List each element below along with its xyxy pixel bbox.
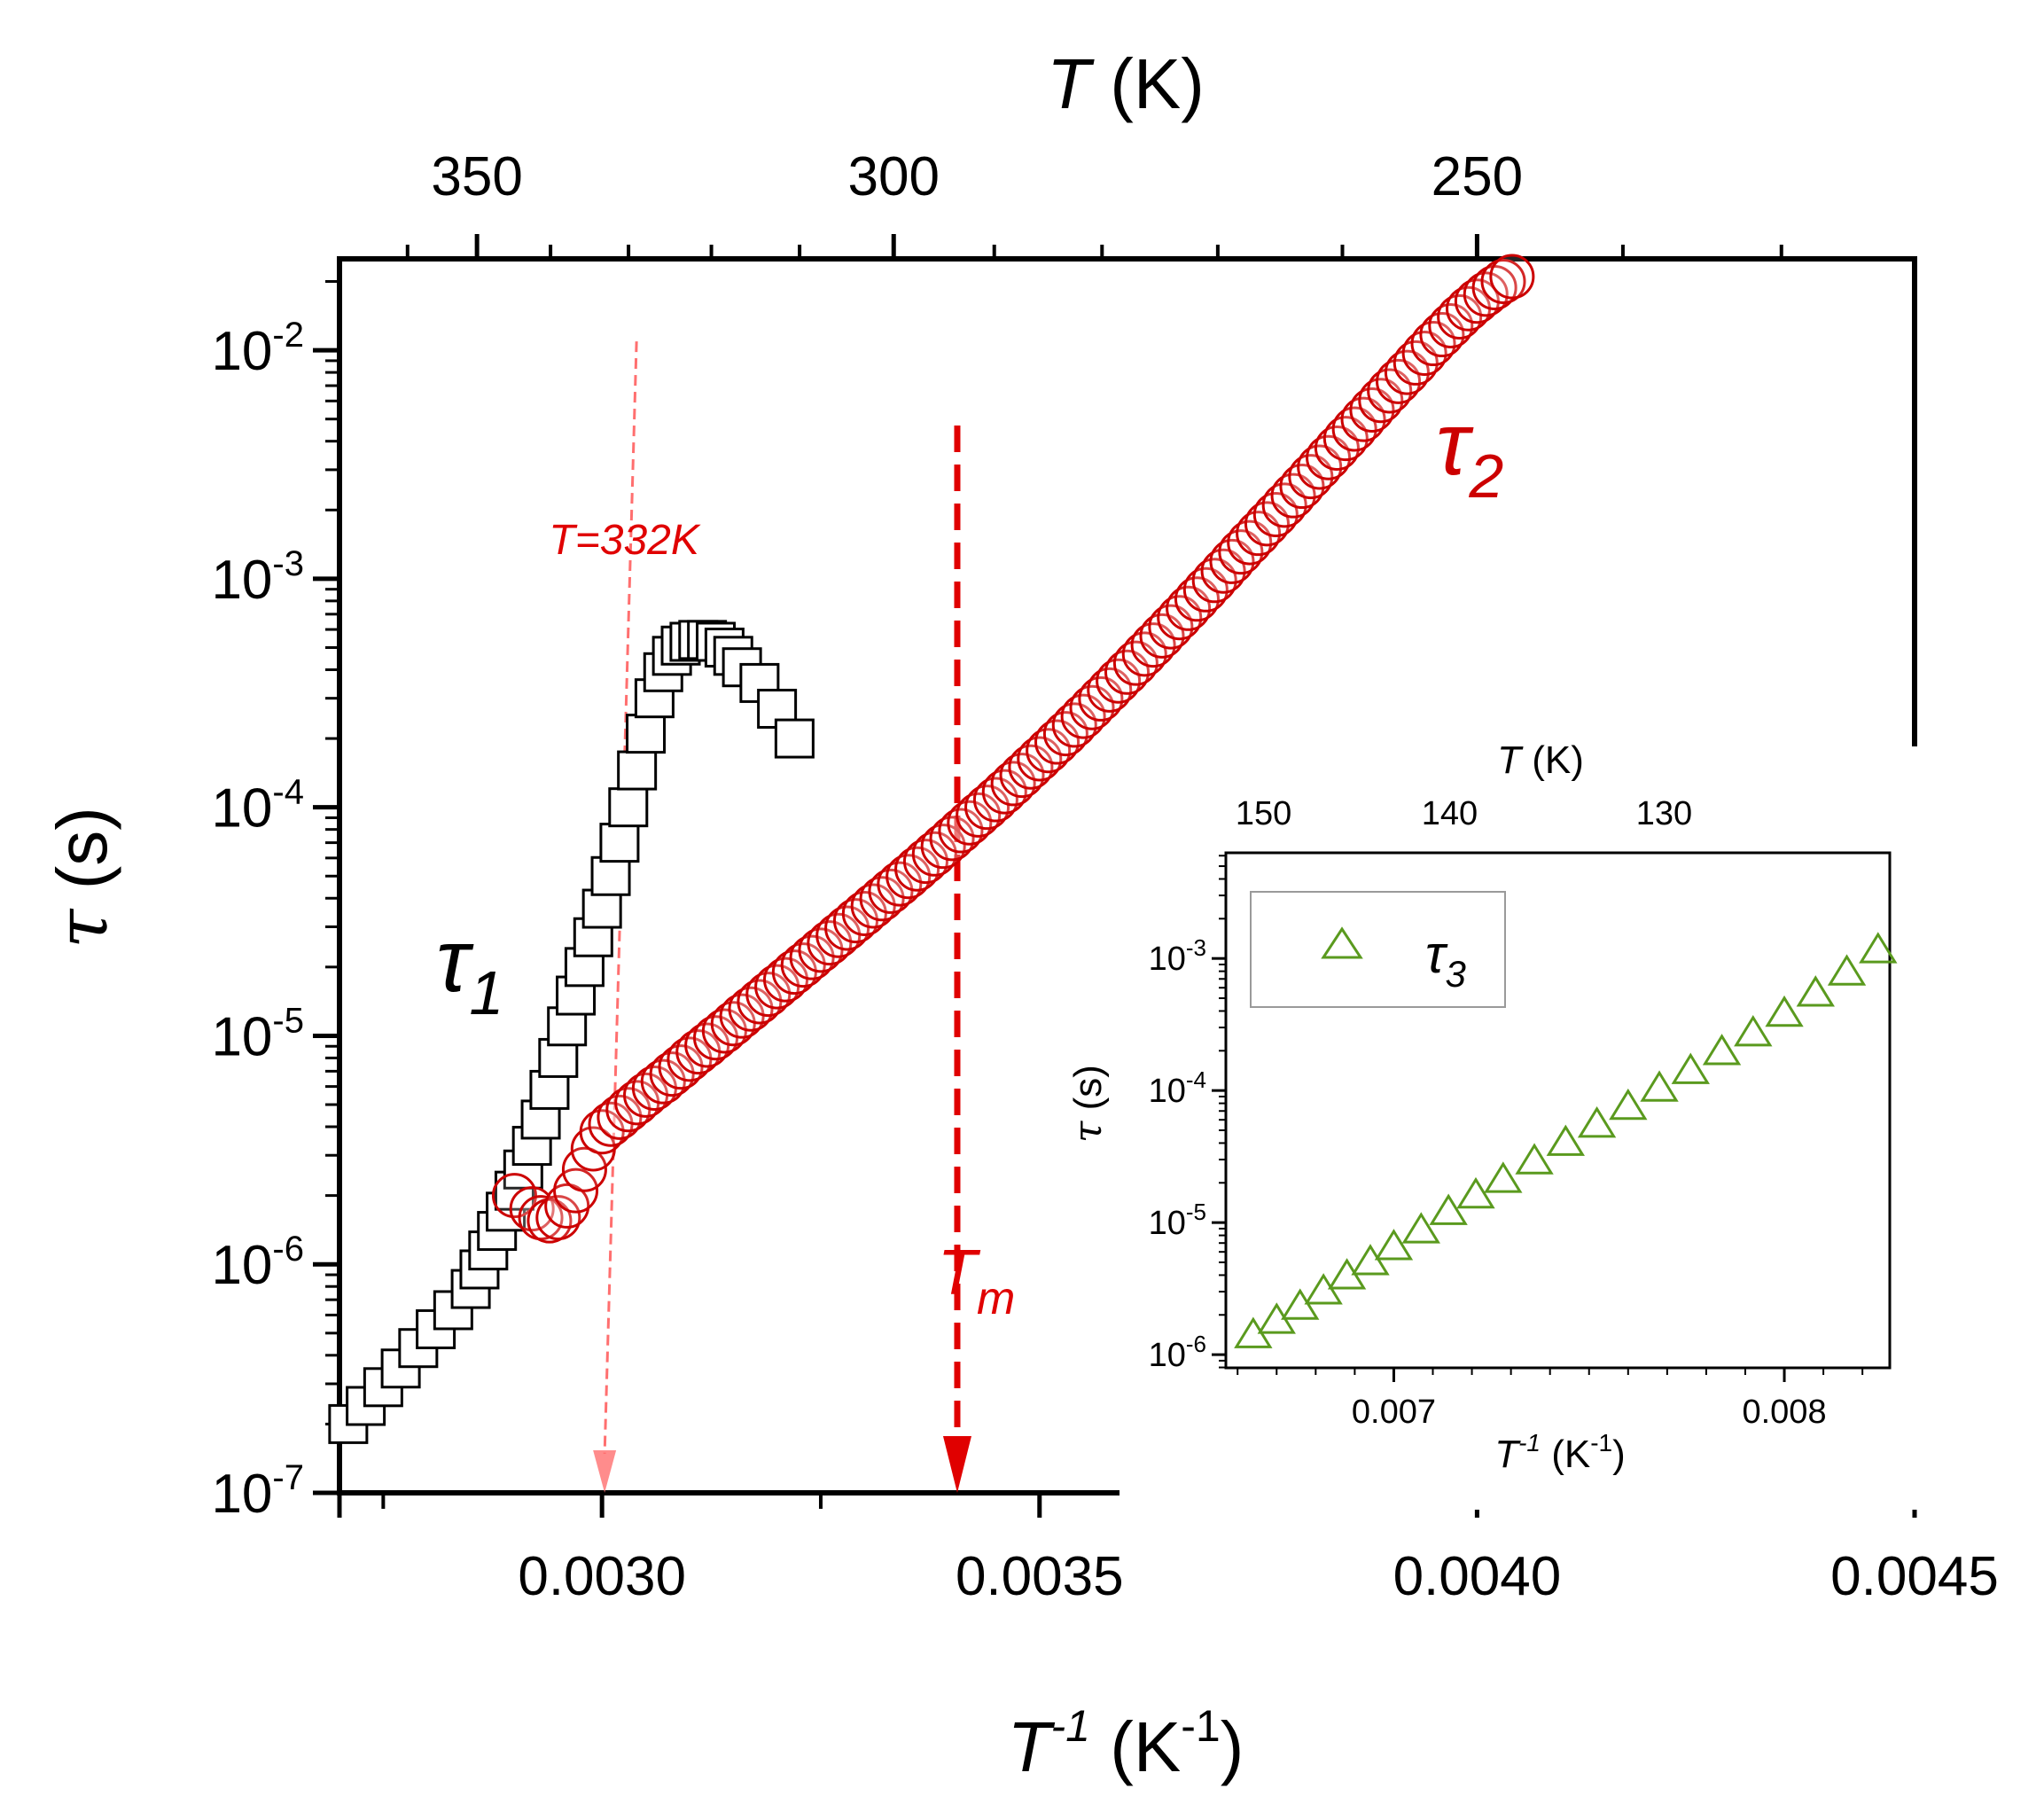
y-tick-label: 10-5 xyxy=(211,1001,304,1067)
inset-x-tick-label: 0.007 xyxy=(1352,1394,1436,1431)
inset-legend-marker xyxy=(1321,926,1363,959)
tau3-point xyxy=(1734,1015,1773,1047)
tau3-point xyxy=(1640,1070,1679,1102)
tau2-point xyxy=(885,854,932,900)
tau2-point xyxy=(728,986,774,1032)
tau3-point xyxy=(1429,1193,1468,1225)
tau2-point xyxy=(649,1051,695,1097)
x-axis-title: T-1 (K-1) xyxy=(1008,1701,1244,1786)
tau1-point xyxy=(617,750,658,791)
top-tick-label: 350 xyxy=(431,146,522,207)
inset-top-tick-label: 150 xyxy=(1236,795,1291,832)
tau3-point xyxy=(1401,1212,1440,1244)
y-tick-label: 10-3 xyxy=(211,544,304,611)
inset-y-tick-label: 10-6 xyxy=(1149,1331,1206,1374)
tau3-point xyxy=(1827,954,1867,986)
tau3-point xyxy=(1765,995,1804,1027)
x-tick-label: 0.0040 xyxy=(1393,1546,1562,1607)
tau2-point xyxy=(1104,649,1150,695)
inset-top-tick-label: 140 xyxy=(1422,795,1478,832)
tau1-point xyxy=(590,855,631,896)
tau2-point xyxy=(1112,640,1159,686)
tau2-point xyxy=(1148,604,1194,650)
y-tick-label: 10-4 xyxy=(211,773,304,840)
tau2-point xyxy=(868,868,914,914)
tau3-point xyxy=(1456,1176,1495,1209)
inset-x-tick-label: 0.008 xyxy=(1742,1394,1826,1431)
tau3-point xyxy=(1374,1229,1414,1261)
tau2-point xyxy=(902,839,948,885)
y-tick-label: 10-6 xyxy=(211,1230,304,1296)
tau2-point xyxy=(597,1094,643,1140)
top-axis-title: T (K) xyxy=(1047,44,1205,123)
tau2-point xyxy=(807,920,853,966)
tau2-point xyxy=(1121,631,1167,677)
tau3-point xyxy=(1546,1124,1585,1156)
tau2-point xyxy=(640,1058,686,1105)
tau2-point xyxy=(859,876,905,922)
transition-332k-arrowhead xyxy=(593,1450,617,1493)
tm-arrowhead xyxy=(942,1436,971,1493)
inset-y-tick-label: 10-3 xyxy=(1149,934,1206,978)
inset-x-axis-title: T-1 (K-1) xyxy=(1494,1429,1626,1476)
tau3-point xyxy=(1515,1143,1554,1175)
tau2-point xyxy=(824,905,870,951)
tau3-point xyxy=(1702,1034,1742,1066)
tau3-point xyxy=(1484,1161,1523,1193)
tau3-point xyxy=(1281,1288,1320,1320)
y-tick-label: 10-7 xyxy=(211,1458,304,1525)
tau3-point xyxy=(1859,932,1898,964)
x-tick-label: 0.0045 xyxy=(1830,1546,1999,1607)
x-tick-label: 0.0030 xyxy=(518,1546,686,1607)
tau1-point xyxy=(608,787,649,828)
inset-y-axis-title: τ (s) xyxy=(1065,1065,1111,1143)
inset-top-tick-label: 130 xyxy=(1636,795,1692,832)
tau2-label: τ2 xyxy=(1436,394,1503,511)
inset-y-tick-label: 10-5 xyxy=(1149,1199,1206,1242)
tau3-point xyxy=(1577,1105,1617,1138)
x-tick-label: 0.0035 xyxy=(956,1546,1124,1607)
tau2-point xyxy=(579,1109,625,1155)
tau2-point xyxy=(789,934,835,980)
y-tick-label: 10-2 xyxy=(211,316,304,382)
tau2-point xyxy=(544,1183,590,1229)
tau2-point xyxy=(1139,613,1185,659)
tau2-point xyxy=(841,890,887,936)
top-tick-label: 250 xyxy=(1432,146,1523,207)
tau2-point xyxy=(762,957,808,1003)
tau1-point xyxy=(626,714,667,754)
inset-top-axis-title: T (K) xyxy=(1497,738,1584,782)
tau2-point xyxy=(1489,254,1535,300)
inset-legend-label: τ3 xyxy=(1425,925,1466,995)
top-tick-label: 300 xyxy=(848,146,940,207)
tau2-point xyxy=(1376,358,1422,404)
main-plot: 0.0030 0.0035 0.0040 0.0045 10-7 10-6 10-5 10-4… xyxy=(41,44,1999,1786)
tau2-point xyxy=(745,972,792,1018)
tau1-point xyxy=(599,823,640,863)
tau3-point xyxy=(1671,1052,1710,1084)
tau2-point xyxy=(1227,519,1273,566)
tau2-point xyxy=(877,861,923,907)
tau3-point xyxy=(1796,975,1835,1007)
tau2-point xyxy=(1437,293,1483,340)
inset-legend-box xyxy=(1250,891,1506,1008)
tau2-point xyxy=(798,927,844,973)
tau2-point xyxy=(1130,622,1176,668)
tau1-point xyxy=(774,718,815,759)
inset-plot: τ3 0.007 0.008 10-6 10-5 10-4 10-3 150 140 130 T-1… xyxy=(1065,738,1925,1510)
tau2-point xyxy=(780,942,826,988)
transition-332k-label: T=332K xyxy=(549,517,700,564)
tau2-point xyxy=(894,846,940,892)
y-axis-title: τ (s) xyxy=(41,807,123,949)
tau1-label: τ1 xyxy=(436,911,503,1027)
tau1-point xyxy=(529,1069,570,1110)
tau3-point xyxy=(1609,1088,1648,1121)
tm-label: Tm xyxy=(938,1238,1015,1324)
inset-y-tick-label: 10-4 xyxy=(1149,1066,1206,1110)
